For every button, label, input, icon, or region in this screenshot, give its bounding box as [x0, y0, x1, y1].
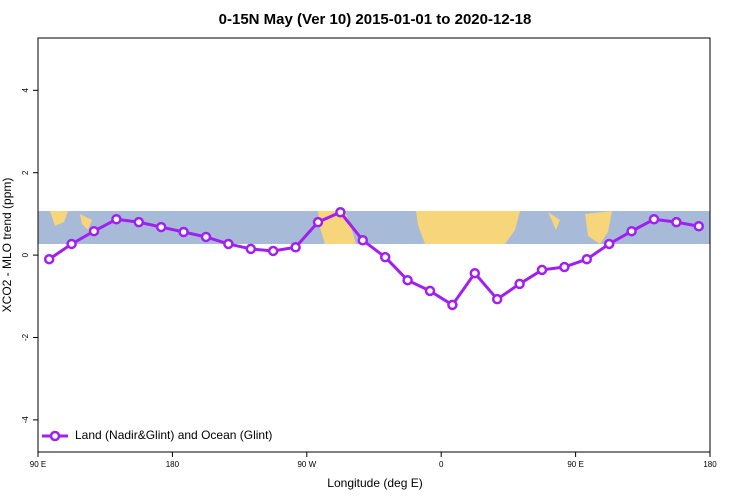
- plot-frame: [37, 37, 711, 453]
- x-tick-label: 90 W: [297, 460, 316, 469]
- data-point: [312, 216, 324, 228]
- data-point: [469, 267, 481, 279]
- data-point: [111, 214, 122, 225]
- legend-label: Land (Nadir&Glint) and Ocean (Glint): [75, 428, 272, 442]
- data-point: [671, 216, 682, 228]
- x-axis-label: Longitude (deg E): [327, 476, 422, 490]
- data-point: [290, 242, 301, 253]
- y-tick-label: 4: [21, 88, 30, 93]
- x-tick-label: 0: [439, 460, 444, 469]
- y-tick-label: -2: [21, 333, 30, 341]
- x-tick-label: 90 E: [567, 460, 583, 469]
- data-point: [200, 231, 212, 243]
- y-axis-label: XCO2 - MLO trend (ppm): [0, 178, 14, 313]
- legend-marker: [49, 430, 61, 442]
- data-point: [245, 243, 257, 255]
- data-point: [424, 285, 436, 297]
- data-point: [88, 225, 100, 237]
- data-point: [559, 261, 570, 273]
- x-tick-label: 90 E: [30, 460, 46, 469]
- data-point: [603, 238, 615, 250]
- y-tick-label: -4: [21, 416, 30, 424]
- data-point: [223, 238, 234, 250]
- data-point: [267, 245, 279, 257]
- x-tick-label: 180: [166, 460, 180, 469]
- data-point: [626, 225, 637, 237]
- y-tick-label: 2: [21, 170, 30, 175]
- data-point: [178, 226, 189, 238]
- data-point: [133, 216, 145, 228]
- data-point: [447, 299, 458, 311]
- map-band: [38, 211, 710, 244]
- data-point: [66, 238, 77, 250]
- data-point: [43, 253, 55, 265]
- data-point: [536, 264, 548, 276]
- x-tick-label: 180: [703, 460, 717, 469]
- data-point: [155, 221, 167, 233]
- data-point: [514, 278, 525, 290]
- data-point: [581, 253, 593, 265]
- data-point: [335, 207, 346, 218]
- data-point: [379, 251, 391, 263]
- data-point: [693, 221, 705, 232]
- y-tick-label: 0: [21, 252, 30, 257]
- data-point: [491, 293, 503, 305]
- data-point: [402, 274, 413, 286]
- data-point: [648, 214, 660, 225]
- chart-title: 0-15N May (Ver 10) 2015-01-01 to 2020-12…: [219, 11, 532, 28]
- data-point: [357, 235, 369, 246]
